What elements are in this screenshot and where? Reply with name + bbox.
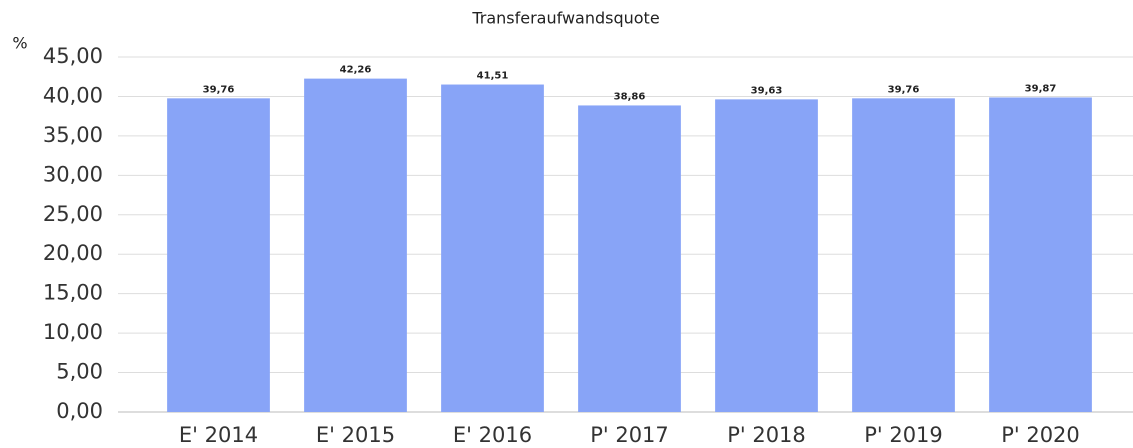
bar <box>167 98 270 413</box>
value-label: 39,76 <box>888 84 920 95</box>
x-tick-label: P' 2020 <box>1001 423 1080 447</box>
y-tick-label: 30,00 <box>43 162 103 186</box>
x-tick-label: E' 2014 <box>179 423 258 447</box>
bar <box>989 97 1092 412</box>
x-tick-label: E' 2015 <box>316 423 395 447</box>
value-label: 39,63 <box>751 85 783 96</box>
y-tick-label: 25,00 <box>43 202 103 226</box>
y-tick-label: 15,00 <box>43 281 103 305</box>
chart-title: Transferaufwandsquote <box>471 9 659 28</box>
value-label: 41,51 <box>477 71 509 82</box>
y-tick-label: 5,00 <box>56 360 103 384</box>
bar <box>441 84 544 412</box>
y-axis-label: % <box>12 34 27 53</box>
y-tick-label: 40,00 <box>43 83 103 107</box>
value-label: 38,86 <box>614 91 646 102</box>
y-tick-label: 35,00 <box>43 123 103 147</box>
y-tick-label: 20,00 <box>43 241 103 265</box>
bar <box>304 78 407 413</box>
x-tick-label: P' 2019 <box>864 423 943 447</box>
x-tick-label: P' 2017 <box>590 423 669 447</box>
y-tick-label: 10,00 <box>43 320 103 344</box>
x-tick-label: P' 2018 <box>727 423 806 447</box>
y-tick-label: 45,00 <box>43 44 103 68</box>
bar <box>852 98 955 413</box>
value-label: 39,76 <box>203 84 235 95</box>
value-label: 42,26 <box>340 65 372 76</box>
x-tick-label: E' 2016 <box>453 423 532 447</box>
value-label: 39,87 <box>1025 83 1057 94</box>
bar <box>715 99 818 412</box>
bar <box>578 105 681 412</box>
y-tick-label: 0,00 <box>56 399 103 423</box>
